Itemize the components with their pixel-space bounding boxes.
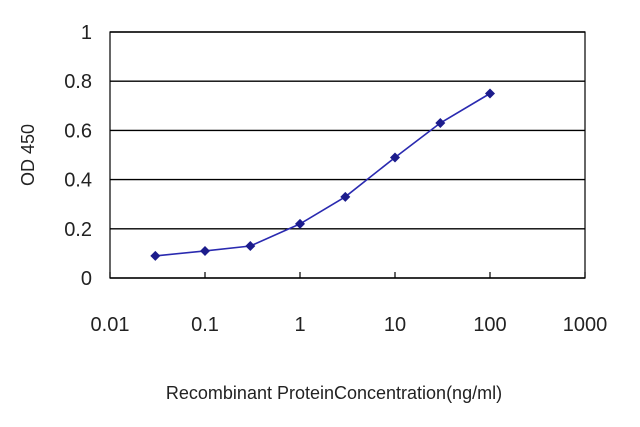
data-point-marker: [435, 118, 446, 129]
x-tick-label: 100: [473, 314, 506, 336]
gridlines: [110, 31, 585, 279]
series-line: [155, 92, 491, 257]
y-tick-label: 0.8: [64, 71, 92, 93]
data-point-marker: [295, 218, 305, 229]
data-point-marker: [340, 191, 351, 202]
plot-area: [109, 31, 586, 279]
y-axis-tick-labels: 0 0.2 0.4 0.6 0.8 1: [64, 22, 92, 290]
y-tick-label: 0: [81, 268, 92, 290]
x-axis-tick-labels: 0.01 0.1 1 10 100 1000: [91, 314, 608, 336]
data-point-marker: [150, 250, 161, 261]
x-tick-label: 1000: [563, 314, 608, 336]
y-tick-label: 1: [81, 22, 92, 44]
x-axis-title: Recombinant ProteinConcentration(ng/ml): [166, 383, 502, 403]
y-tick-label: 0.4: [64, 170, 92, 192]
data-point-marker: [390, 152, 400, 163]
y-tick-label: 0.2: [64, 219, 92, 241]
x-tick-label: 0.1: [191, 314, 219, 336]
x-tick-label: 1: [294, 314, 305, 336]
y-tick-label: 0.6: [64, 120, 92, 142]
series-layer: [150, 88, 495, 261]
data-point-marker: [245, 241, 256, 252]
x-axis-ticks: [109, 272, 586, 278]
data-point-marker: [200, 245, 210, 256]
data-point-marker: [485, 88, 495, 99]
y-axis-title: OD 450: [18, 124, 38, 186]
x-tick-label: 10: [384, 314, 406, 336]
x-tick-label: 0.01: [91, 314, 130, 336]
